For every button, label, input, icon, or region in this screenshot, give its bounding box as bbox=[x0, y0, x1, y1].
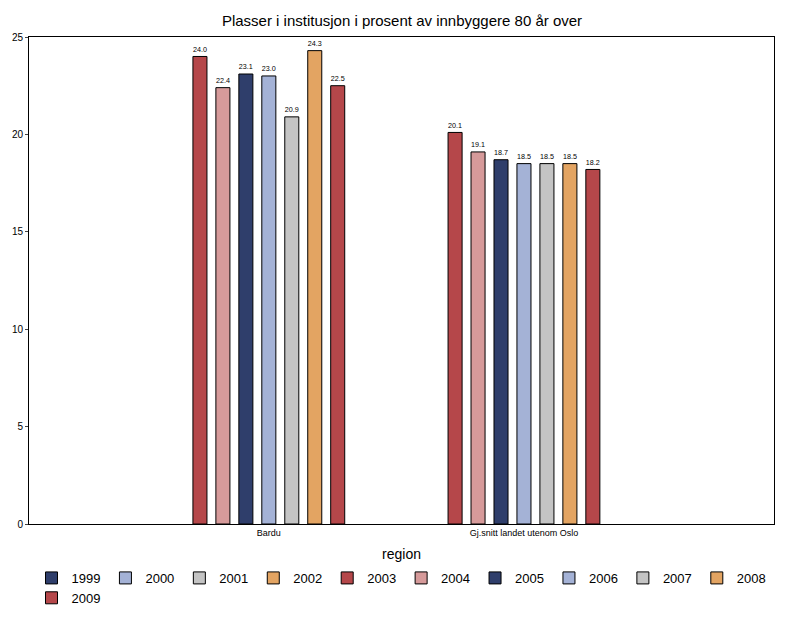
svg-text:18.2: 18.2 bbox=[586, 158, 600, 167]
svg-text:5: 5 bbox=[17, 421, 23, 432]
svg-text:22.4: 22.4 bbox=[216, 76, 230, 85]
svg-text:20.9: 20.9 bbox=[285, 105, 299, 114]
svg-text:24.0: 24.0 bbox=[193, 45, 207, 54]
svg-text:18.5: 18.5 bbox=[563, 152, 577, 161]
svg-text:0: 0 bbox=[17, 519, 23, 530]
svg-text:1999: 1999 bbox=[72, 571, 101, 586]
svg-text:23.0: 23.0 bbox=[262, 64, 276, 73]
svg-text:18.5: 18.5 bbox=[517, 152, 531, 161]
svg-text:19.1: 19.1 bbox=[471, 140, 485, 149]
svg-text:24.3: 24.3 bbox=[308, 39, 322, 48]
svg-text:Plasser i institusjon i prosen: Plasser i institusjon i prosent av innby… bbox=[222, 12, 582, 29]
svg-text:10: 10 bbox=[12, 324, 24, 335]
svg-text:25: 25 bbox=[12, 32, 24, 43]
svg-text:2002: 2002 bbox=[293, 571, 322, 586]
svg-text:2005: 2005 bbox=[515, 571, 544, 586]
svg-text:2000: 2000 bbox=[145, 571, 174, 586]
svg-text:2003: 2003 bbox=[367, 571, 396, 586]
svg-text:18.5: 18.5 bbox=[540, 152, 554, 161]
svg-text:15: 15 bbox=[12, 226, 24, 237]
svg-text:22.5: 22.5 bbox=[331, 74, 345, 83]
svg-text:20.1: 20.1 bbox=[448, 121, 462, 130]
svg-text:Bardu: Bardu bbox=[257, 528, 281, 538]
svg-text:2007: 2007 bbox=[663, 571, 692, 586]
svg-text:2006: 2006 bbox=[589, 571, 618, 586]
svg-text:region: region bbox=[382, 546, 421, 562]
svg-text:2008: 2008 bbox=[737, 571, 766, 586]
svg-text:20: 20 bbox=[12, 129, 24, 140]
svg-text:Gj.snitt landet utenom Oslo: Gj.snitt landet utenom Oslo bbox=[470, 528, 579, 538]
svg-text:2001: 2001 bbox=[219, 571, 248, 586]
svg-text:23.1: 23.1 bbox=[239, 62, 253, 71]
svg-text:2009: 2009 bbox=[72, 591, 101, 606]
svg-text:2004: 2004 bbox=[441, 571, 470, 586]
svg-text:18.7: 18.7 bbox=[494, 148, 508, 157]
